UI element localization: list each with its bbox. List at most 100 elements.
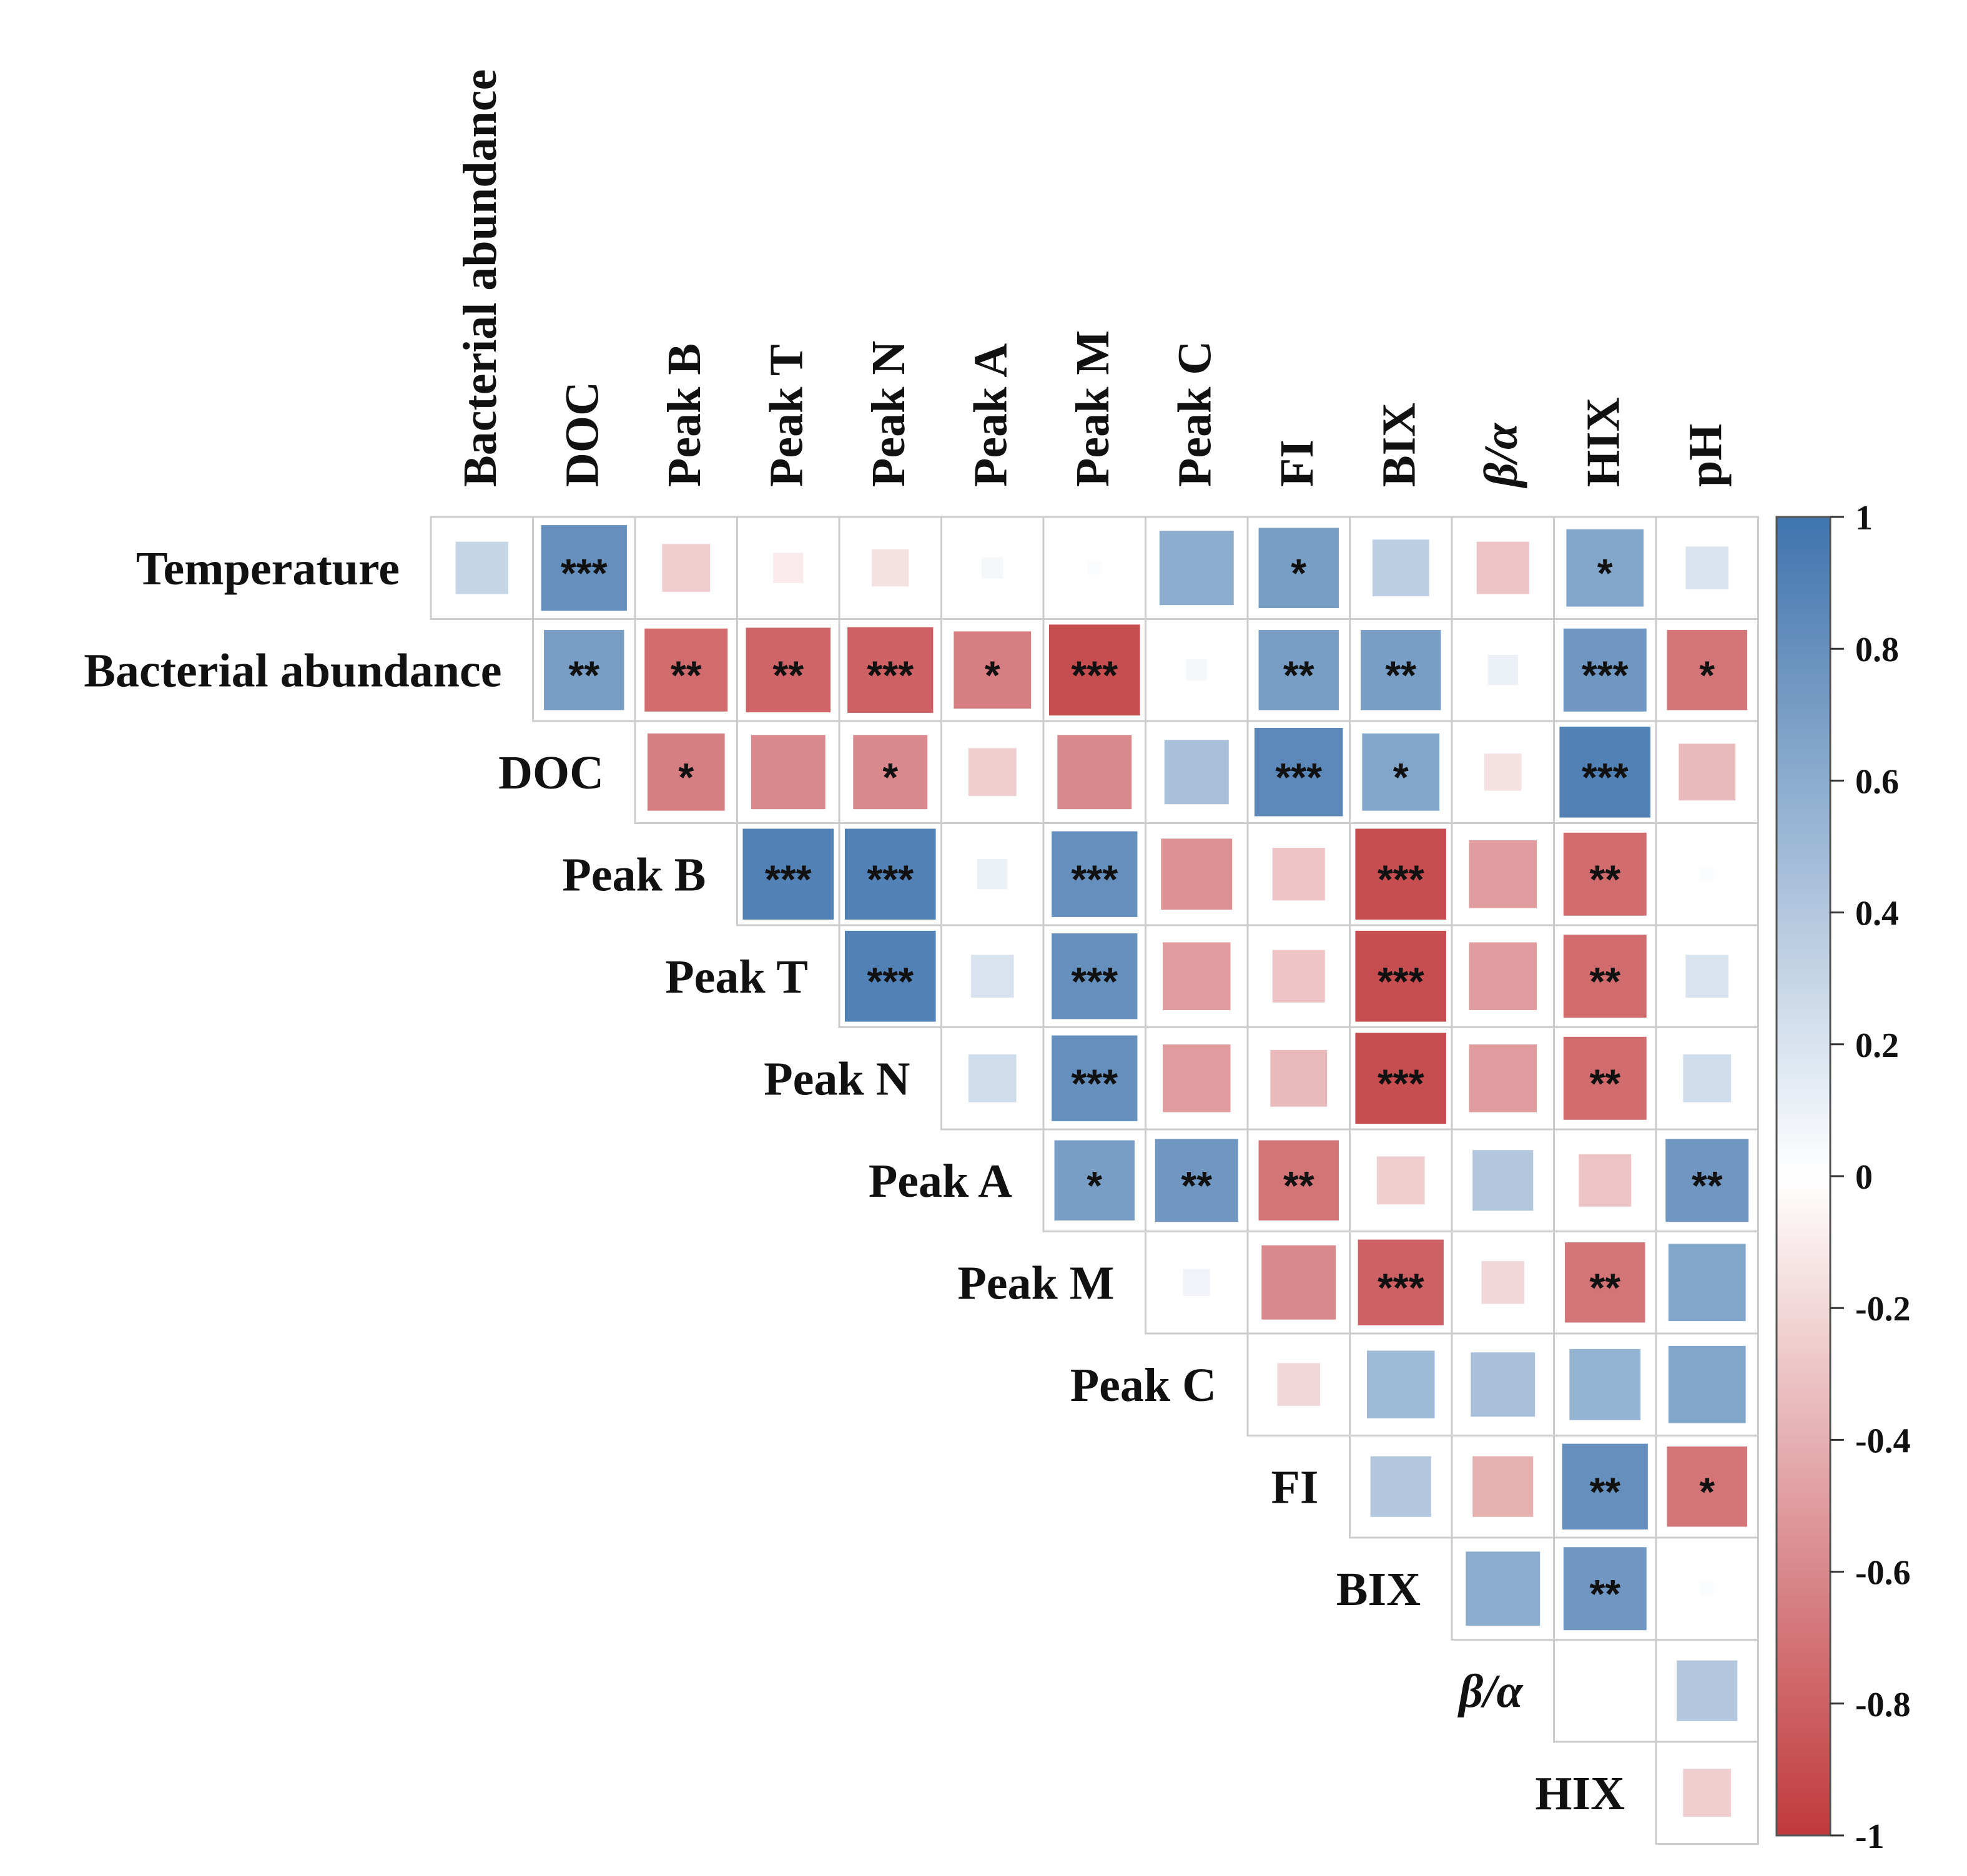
significance-r6-c7: ** [1181,1163,1212,1208]
corr-cell-r1-c10 [1487,654,1519,685]
colorbar: 1 0.8 0.6 0.4 0.2 0 -0.2 -0.4 -0.6 -0.8 -1 [1775,499,1911,1856]
colorbar-gradient [1775,516,1831,1837]
significance-r1-c9: ** [1385,652,1416,697]
significance-r0-c8: * [1291,551,1306,596]
significance-r2-c11: *** [1582,755,1629,800]
corr-cell-r2-c4 [853,735,928,810]
corr-cell-r5-c12 [1683,1054,1732,1103]
row-label-8: Peak C [1070,1359,1216,1412]
corr-cell-r6-c10 [1472,1150,1534,1211]
significance-r4-c4: *** [867,959,914,1004]
significance-r7-c9: *** [1378,1265,1424,1310]
significance-marks: *** * *** ** ** *** * *** ** ** *** ** * *** * ****** **… [561,551,1723,1616]
corr-cell-r4-c9 [1355,930,1447,1022]
significance-r2-c2: * [678,755,694,800]
corr-cell-r0-c12 [1685,546,1729,590]
corr-cell-r1-c4 [847,627,934,713]
corr-cell-r5-c10 [1469,1044,1537,1112]
corr-cell-r0-c1 [541,525,627,611]
corr-cell-r2-c7 [1164,740,1229,805]
significance-r6-c6: * [1087,1163,1102,1208]
corr-cell-r3-c7 [1161,838,1233,910]
corr-cell-r5-c7 [1162,1044,1231,1112]
corr-cell-r1-c12 [1667,630,1747,710]
corr-cell-r3-c9 [1355,828,1447,920]
significance-r9-c12: * [1699,1469,1715,1514]
corr-cell-r2-c11 [1559,726,1651,818]
corr-cell-r3-c10 [1469,840,1537,908]
matrix-grid [430,516,1759,1845]
row-labels: Temperature Bacterial abundance DOC Peak B P… [84,543,1625,1820]
significance-r7-c11: ** [1589,1265,1620,1310]
corr-cell-r6-c11 [1579,1154,1632,1207]
column-label-5: Peak A [964,343,1017,487]
corr-cell-r2-c3 [751,735,826,810]
corr-cell-r1-c1 [544,630,624,710]
significance-r5-c11: ** [1589,1061,1620,1106]
column-label-12: pH [1679,424,1732,487]
corr-cell-r6-c8 [1258,1140,1339,1220]
corr-cell-r7-c11 [1565,1242,1645,1323]
significance-r2-c8: *** [1275,755,1322,800]
corr-cell-r3-c4 [844,828,936,920]
corr-cell-r9-c12 [1667,1446,1747,1527]
corr-cell-r8-c8 [1277,1363,1321,1407]
corr-cell-r1-c2 [644,628,728,712]
corr-cell-r2-c10 [1484,754,1522,791]
colorbar-tick-label-7: -0.4 [1855,1422,1911,1460]
row-label-2: DOC [498,747,604,799]
corr-cell-r8-c10 [1471,1352,1536,1417]
column-labels: Bacterial abundance DOC Peak B Peak T Peak N… [454,69,1732,489]
corr-cell-r0-c0 [455,541,508,594]
significance-r1-c12: * [1699,652,1715,697]
corr-cell-r1-c6 [1048,624,1140,716]
corr-cell-r4-c7 [1162,942,1231,1011]
corr-cell-r12-c12 [1683,1769,1732,1817]
corr-cell-r5-c5 [968,1054,1017,1103]
corr-cell-r1-c8 [1258,630,1339,710]
corr-cell-r0-c3 [772,552,804,584]
corr-cell-r11-c12 [1677,1660,1738,1721]
row-label-3: Peak B [562,848,706,901]
corr-cell-r3-c5 [977,858,1008,890]
corr-cell-r0-c11 [1566,529,1644,607]
corr-cell-r4-c6 [1052,933,1138,1019]
colorbar-tick-label-9: -0.8 [1855,1686,1911,1724]
corr-cell-r5-c8 [1270,1049,1328,1107]
corr-cell-r3-c12 [1700,867,1714,882]
column-label-10: β/α [1475,422,1527,489]
corr-cell-r9-c11 [1562,1443,1648,1530]
grid-cell-r12-c12 [1655,1741,1759,1845]
colorbar-tick-label-1: 0.8 [1855,631,1899,669]
corr-cell-r5-c9 [1355,1033,1447,1124]
corr-cell-r7-c10 [1481,1260,1525,1304]
colorbar-tick-label-3: 0.4 [1855,895,1899,933]
corr-cell-r6-c7 [1155,1139,1238,1222]
significance-r0-c11: * [1597,551,1613,596]
corr-cell-r1-c11 [1563,628,1647,712]
corr-cell-r1-c3 [746,627,831,713]
row-label-6: Peak A [869,1155,1012,1207]
corr-cell-r4-c5 [970,955,1014,998]
corr-cell-r0-c5 [982,557,1003,579]
significance-r6-c12: ** [1692,1163,1723,1208]
corr-cell-r3-c3 [742,828,834,920]
significance-r1-c4: *** [867,652,914,697]
matrix-cells [455,525,1749,1817]
corr-cell-r1-c7 [1186,659,1208,681]
corr-cell-r3-c11 [1563,832,1647,916]
significance-r3-c3: *** [765,857,812,901]
corr-cell-r4-c10 [1469,942,1537,1011]
corr-cell-r0-c4 [872,549,909,587]
row-label-0: Temperature [136,543,400,595]
corr-cell-r8-c12 [1668,1345,1746,1423]
significance-r3-c9: *** [1378,857,1424,901]
significance-r3-c6: *** [1071,857,1118,901]
corr-cell-r0-c7 [1159,531,1234,606]
column-label-1: DOC [556,381,608,487]
significance-r2-c9: * [1393,755,1409,800]
corr-cell-r10-c10 [1466,1551,1541,1626]
colorbar-tick-label-4: 0.2 [1855,1026,1899,1065]
significance-r1-c8: ** [1283,652,1314,697]
significance-r4-c9: *** [1378,959,1424,1004]
